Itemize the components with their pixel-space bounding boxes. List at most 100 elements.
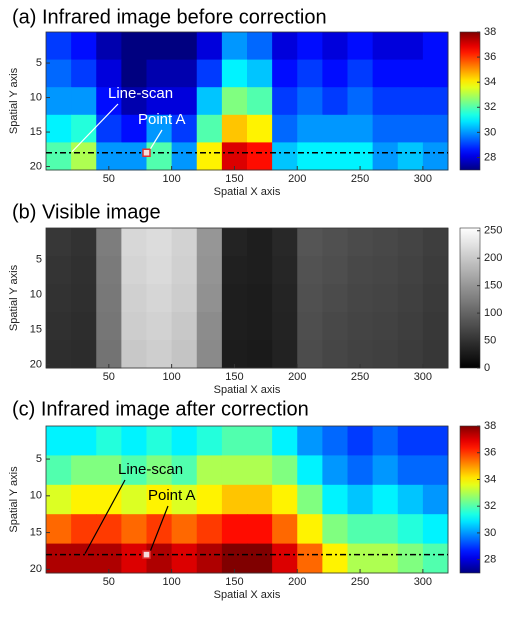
panel-title: (c) Infrared image after correction (12, 398, 309, 420)
heat-cell (422, 426, 449, 456)
heat-cell (121, 514, 147, 545)
heat-cell (322, 114, 348, 143)
heat-cell (46, 59, 72, 88)
heat-cell (272, 312, 298, 341)
heat-cell (272, 340, 298, 369)
heat-cell (322, 256, 348, 285)
heat-cell (146, 484, 173, 515)
heat-cell (46, 340, 72, 369)
heat-cell (71, 114, 97, 143)
heat-cell (397, 32, 424, 61)
colorbar-tick-label: 150 (484, 280, 502, 292)
heat-cell (397, 484, 424, 515)
colorbar-tick-label: 50 (484, 334, 496, 346)
heat-cell (171, 228, 198, 257)
colorbar-tick-label: 30 (484, 126, 496, 138)
heat-cell (221, 484, 248, 515)
heat-cell (221, 87, 248, 116)
heat-cell (297, 142, 323, 171)
heat-cell (221, 228, 248, 257)
heat-cell (221, 284, 248, 313)
heat-cell (397, 228, 424, 257)
heat-cell (196, 514, 223, 545)
colorbar-tick-label: 250 (484, 225, 502, 237)
colorbar-tick-label: 36 (484, 51, 496, 63)
heat-cell (196, 426, 223, 456)
heat-cell (146, 32, 173, 61)
x-tick-label: 100 (162, 371, 180, 383)
heat-cell (146, 340, 173, 369)
heat-cell (422, 484, 449, 515)
panel-title: (b) Visible image (12, 201, 161, 223)
heat-cell (247, 484, 273, 515)
heat-cell (347, 114, 374, 143)
heat-cell (146, 228, 173, 257)
colorbar-tick-label: 34 (484, 76, 496, 88)
heat-cell (146, 426, 173, 456)
heat-cell (272, 59, 298, 88)
heat-cell (196, 543, 223, 574)
heat-cell (121, 312, 147, 341)
heat-cell (272, 543, 298, 574)
heat-cell (121, 114, 147, 143)
heat-cell (422, 87, 449, 116)
heat-cell (171, 142, 198, 171)
heat-cell (297, 59, 323, 88)
heat-cell (221, 114, 248, 143)
heat-cell (272, 455, 298, 486)
heat-cell (372, 228, 399, 257)
heat-cell (96, 426, 122, 456)
heat-cell (297, 543, 323, 574)
heat-cell (247, 543, 273, 574)
heat-cell (347, 543, 374, 574)
x-axis-label: Spatial X axis (214, 186, 281, 198)
heat-cell (322, 284, 348, 313)
y-tick-label: 15 (30, 126, 42, 138)
heat-cell (71, 32, 97, 61)
x-tick-label: 200 (288, 576, 306, 588)
heat-cell (372, 256, 399, 285)
heat-cell (121, 484, 147, 515)
heat-cell (221, 340, 248, 369)
heat-cell (221, 256, 248, 285)
heat-cell (46, 426, 72, 456)
y-tick-label: 20 (30, 563, 42, 575)
heat-cell (221, 312, 248, 341)
heat-cell (397, 142, 424, 171)
heat-cell (96, 514, 122, 545)
colorbar-tick-label: 30 (484, 527, 496, 539)
heat-cell (171, 514, 198, 545)
heat-cell (422, 514, 449, 545)
heat-cell (171, 114, 198, 143)
heat-cell (196, 340, 223, 369)
heat-cell (196, 484, 223, 515)
heat-cell (171, 484, 198, 515)
heat-cell (322, 228, 348, 257)
colorbar-tick-label: 0 (484, 362, 490, 374)
heat-cell (171, 455, 198, 486)
x-tick-label: 250 (351, 173, 369, 185)
x-tick-label: 150 (225, 173, 243, 185)
heat-cell (121, 228, 147, 257)
heat-cell (196, 59, 223, 88)
heat-cell (272, 426, 298, 456)
colorbar (459, 425, 481, 574)
heat-cell (347, 284, 374, 313)
x-tick-label: 50 (103, 576, 115, 588)
heat-cell (272, 142, 298, 171)
heat-cell (422, 32, 449, 61)
y-tick-label: 20 (30, 160, 42, 172)
x-axis-label: Spatial X axis (214, 384, 281, 396)
heat-cell (422, 114, 449, 143)
annotation: Point A (148, 487, 196, 504)
heat-cell (247, 87, 273, 116)
panel-title: (a) Infrared image before correction (12, 6, 327, 28)
heat-cell (397, 543, 424, 574)
heat-cell (422, 228, 449, 257)
heat-cell (422, 543, 449, 574)
heat-cell (247, 256, 273, 285)
heat-cell (171, 284, 198, 313)
y-axis-label: Spatial Y axis (8, 264, 20, 331)
heat-cell (96, 340, 122, 369)
